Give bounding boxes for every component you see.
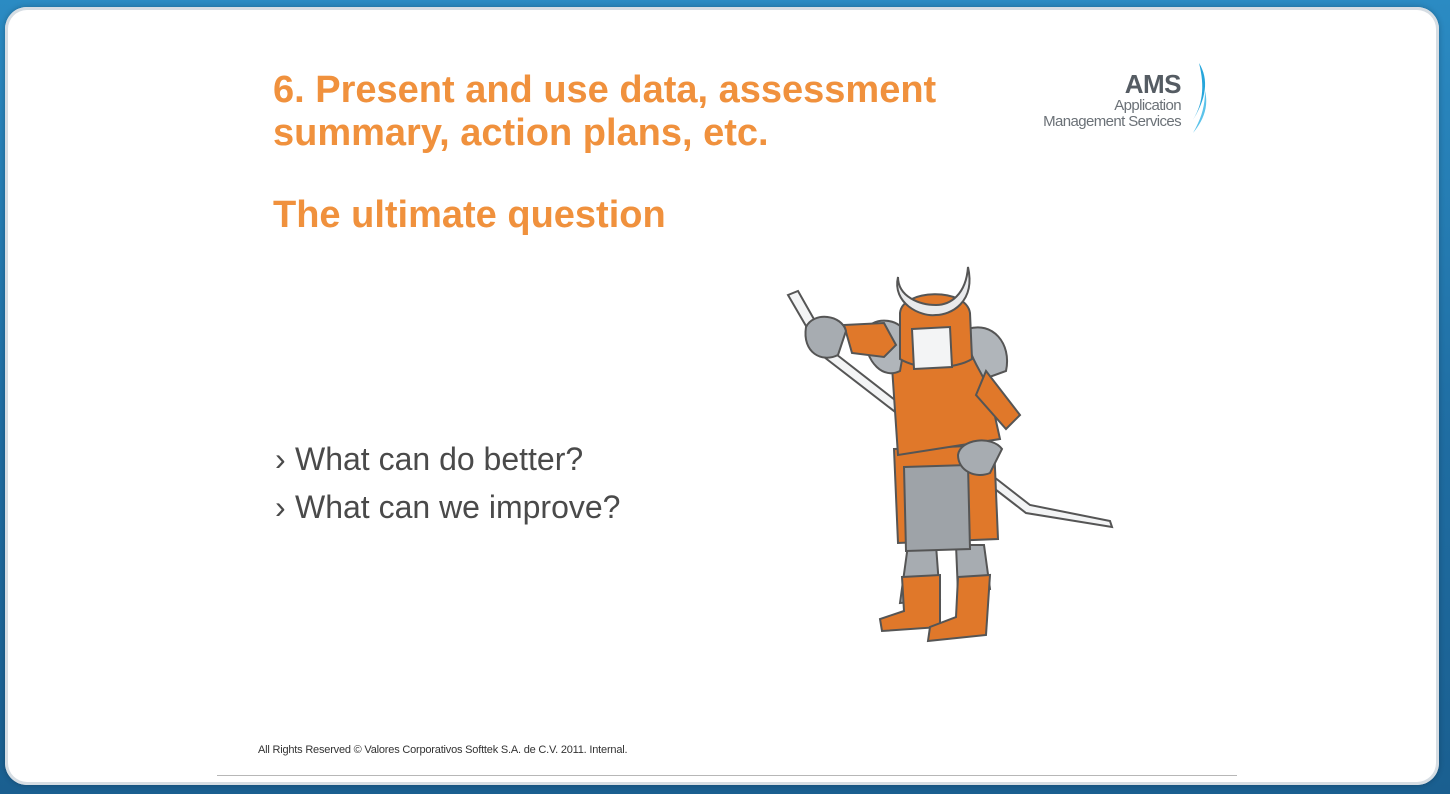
samurai-illustration	[786, 266, 1114, 643]
logo-line-1: Application	[1114, 97, 1181, 114]
footer-divider	[217, 775, 1237, 776]
ams-logo: AMS Application Management Services	[1015, 59, 1215, 139]
ams-swoosh-icon	[1191, 63, 1207, 133]
question-list: › What can do better? › What can we improv…	[275, 435, 620, 531]
slide-title: 6. Present and use data, assessment summ…	[273, 69, 937, 154]
bullet-marker: ›	[275, 489, 286, 525]
copyright-footer: All Rights Reserved © Valores Corporativ…	[258, 744, 628, 756]
list-item: › What can do better?	[275, 435, 620, 483]
bullet-text: What can do better?	[295, 441, 584, 477]
logo-line-2: Management Services	[1043, 113, 1181, 130]
bullet-marker: ›	[275, 441, 286, 477]
slide: 6. Present and use data, assessment summ…	[5, 7, 1439, 785]
logo-acronym: AMS	[1124, 69, 1182, 99]
slide-subtitle: The ultimate question	[273, 194, 666, 236]
list-item: › What can we improve?	[275, 483, 620, 531]
bullet-text: What can we improve?	[295, 489, 621, 525]
